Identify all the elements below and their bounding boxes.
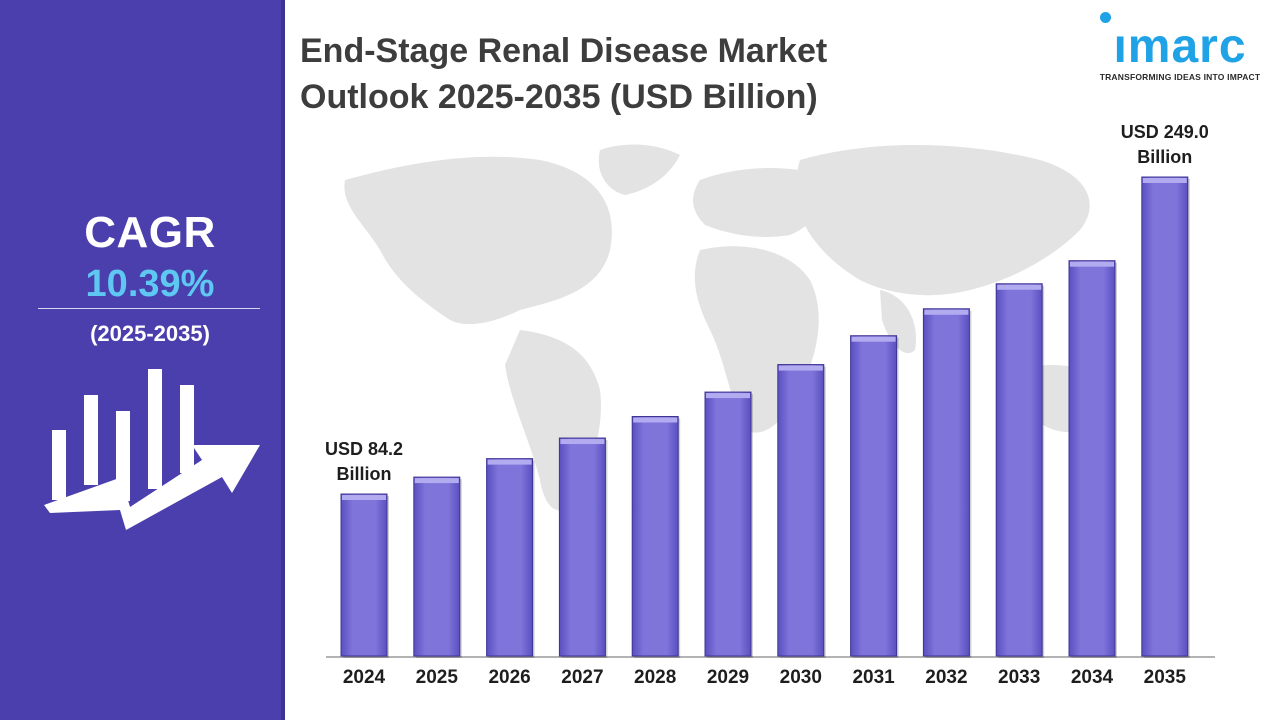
bar-2030 — [777, 364, 826, 658]
cagr-label: CAGR — [84, 208, 216, 257]
bar-2025 — [413, 476, 462, 658]
bar-2035 — [1141, 176, 1190, 658]
chart-title: End-Stage Renal Disease Market Outlook 2… — [300, 28, 1020, 120]
data-label-unit: Billion — [1137, 147, 1192, 167]
logo-dot — [1100, 12, 1111, 23]
data-label-unit: Billion — [337, 464, 392, 484]
data-label: USD 84.2 — [325, 439, 403, 459]
bar-2032 — [922, 308, 972, 658]
x-tick-label: 2028 — [634, 667, 676, 688]
bar-2033 — [995, 283, 1045, 658]
x-tick-label: 2031 — [852, 667, 895, 688]
x-tick-label: 2027 — [561, 667, 603, 688]
bar-2027 — [558, 437, 608, 658]
x-tick-label: 2026 — [488, 667, 530, 688]
data-label: USD 249.0 — [1121, 122, 1209, 142]
x-tick-label: 2034 — [1071, 667, 1114, 688]
imarc-logo: ımarc TRANSFORMING IDEAS INTO IMPACT — [1092, 10, 1268, 85]
logo-tagline: TRANSFORMING IDEAS INTO IMPACT — [1099, 72, 1261, 82]
x-tick-label: 2025 — [416, 667, 459, 688]
chart-title-line-1: End-Stage Renal Disease Market — [300, 32, 828, 70]
bar-growth-arrow-icon — [44, 369, 260, 530]
bar-2026 — [486, 458, 535, 658]
world-map-background — [344, 144, 1111, 511]
chart-title-line-2: Outlook 2025-2035 (USD Billion) — [300, 78, 818, 116]
logo-wordmark: ımarc — [1113, 20, 1247, 73]
x-tick-label: 2032 — [925, 667, 967, 688]
cagr-value: 10.39% — [85, 263, 215, 305]
divider — [38, 308, 260, 309]
bar-2024 — [340, 493, 389, 658]
x-tick-label: 2033 — [998, 667, 1040, 688]
cagr-period: (2025-2035) — [90, 321, 210, 346]
x-tick-label: 2024 — [343, 667, 386, 688]
bar-2034 — [1068, 260, 1117, 658]
bar-2029 — [704, 391, 753, 658]
x-tick-label: 2035 — [1144, 667, 1187, 688]
bar-2031 — [850, 335, 899, 658]
x-tick-label: 2029 — [707, 667, 749, 688]
bar-2028 — [631, 416, 681, 658]
x-tick-label: 2030 — [780, 667, 822, 688]
cagr-panel: CAGR 10.39% (2025-2035) — [0, 0, 285, 720]
